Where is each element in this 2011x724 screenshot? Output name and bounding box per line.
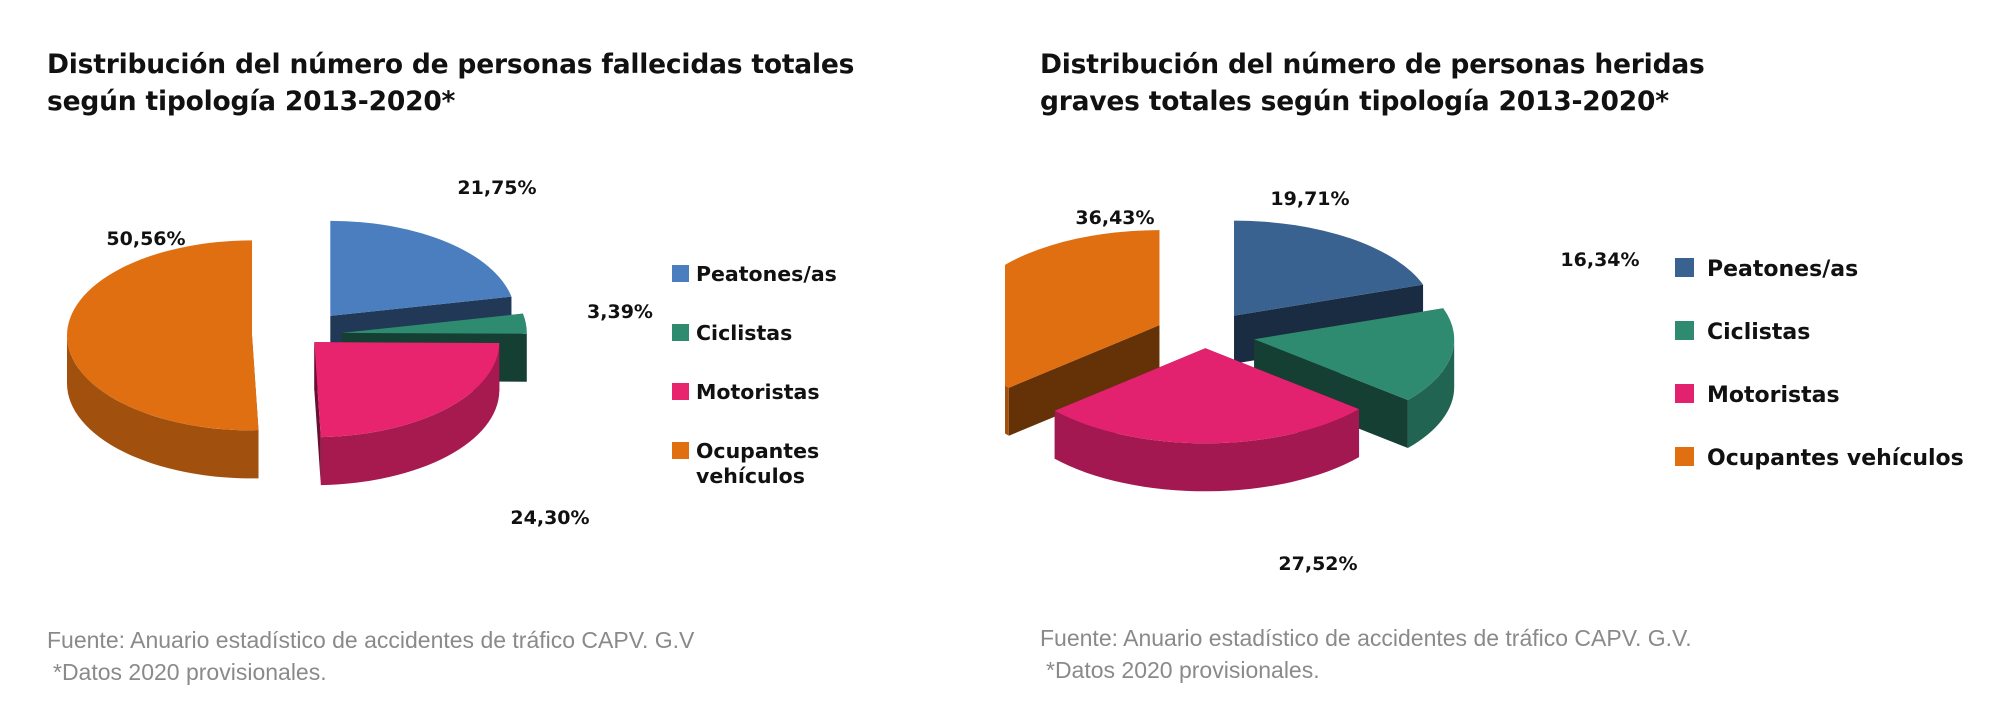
chart-panel-heridas: Distribución del número de personas heri… [1005,0,2010,724]
legend: Peatones/as Ciclistas Motoristas Ocupantes … [1675,257,1964,471]
slice-wall [1008,325,1160,436]
slice-top [341,313,527,334]
slice-edge [1407,339,1455,449]
legend-label: Ciclistas [1707,320,1810,345]
pie-3d-group [1005,220,1455,492]
chart-title: Distribución del número de personas heri… [1040,46,1920,120]
provisional-note: *Datos 2020 provisionales. [53,659,327,685]
legend-swatch [672,383,689,400]
pie-slice-ciclistas [1254,308,1455,449]
data-label: 50,56% [106,228,185,250]
legend-swatch [672,265,689,282]
data-label: 36,43% [1075,207,1154,229]
legend-label: vehículos [696,464,805,488]
provisional-note: *Datos 2020 provisionales. [1046,657,1320,683]
legend-item: Peatones/as [1675,257,1858,282]
chart-title-line-1: Distribución del número de personas heri… [1040,49,1705,80]
data-label: 19,71% [1270,188,1349,210]
chart-panel-fallecidas: Distribución del número de personas fall… [0,0,1005,724]
legend-label: Ocupantes [696,439,819,463]
chart-title: Distribución del número de personas fall… [47,46,927,120]
legend-swatch [1675,384,1694,403]
legend-label: Peatones/as [1707,257,1858,282]
slice-edge [320,343,500,486]
data-label: 16,34% [1560,249,1639,271]
chart-title-line-2: graves totales según tipología 2013-2020… [1040,86,1669,117]
data-label: 3,39% [587,301,653,323]
slice-wall [1254,339,1408,449]
legend-item: Ciclistas [672,321,792,345]
source-line: Fuente: Anuario estadístico de accidente… [47,627,695,653]
slice-edge [1005,385,1009,436]
legend-swatch [1675,258,1694,277]
pie-chart-heridas: 19,71% 16,34% 27,52% 36,43% Peatones/as Cicli… [1005,188,1964,575]
slice-top [1005,230,1160,388]
data-label: 21,75% [457,177,536,199]
slice-top [67,240,259,431]
slice-top [314,342,500,438]
pie-slice-ocupantes-veh-culos [67,240,259,479]
chart-title-line-1: Distribución del número de personas fall… [47,49,855,80]
legend-swatch [672,324,689,341]
pie-3d-group [67,220,527,486]
slice-top [1054,348,1360,444]
legend-swatch [1675,447,1694,466]
legend-item: Motoristas [672,380,820,404]
legend: Peatones/as Ciclistas Motoristas Ocupantesv… [672,262,837,488]
slice-top [1254,308,1455,401]
source-line: Fuente: Anuario estadístico de accidente… [1040,625,1692,651]
legend-label: Ciclistas [696,321,792,345]
chart-title-line-2: según tipología 2013-2020* [47,86,456,117]
pie-slice-ocupantes-veh-culos [1005,230,1160,436]
legend-item: Ciclistas [1675,320,1810,345]
slice-edge [67,335,259,479]
pie-chart-fallecidas: 21,75% 3,39% 24,30% 50,56% Peatones/as Ciclis… [67,177,837,529]
legend-item: Ocupantes vehículos [1675,446,1964,471]
legend-label: Motoristas [1707,383,1840,408]
slice-top [1234,220,1424,316]
legend-label: Peatones/as [696,262,837,286]
slice-top [330,220,512,316]
legend-item: Motoristas [1675,383,1840,408]
slice-wall [314,342,321,486]
legend-item: Peatones/as [672,262,837,286]
chart-source-note: Fuente: Anuario estadístico de accidente… [47,624,694,688]
legend-swatch [672,442,689,459]
data-label: 24,30% [510,507,589,529]
slice-edge [1054,409,1360,492]
data-label: 27,52% [1278,553,1357,575]
legend-swatch [1675,321,1694,340]
pie-slice-motoristas [1054,348,1360,492]
legend-label: Motoristas [696,380,820,404]
chart-source-note: Fuente: Anuario estadístico de accidente… [1040,622,1692,686]
legend-label: Ocupantes vehículos [1707,446,1964,471]
pie-slice-motoristas [314,342,500,486]
